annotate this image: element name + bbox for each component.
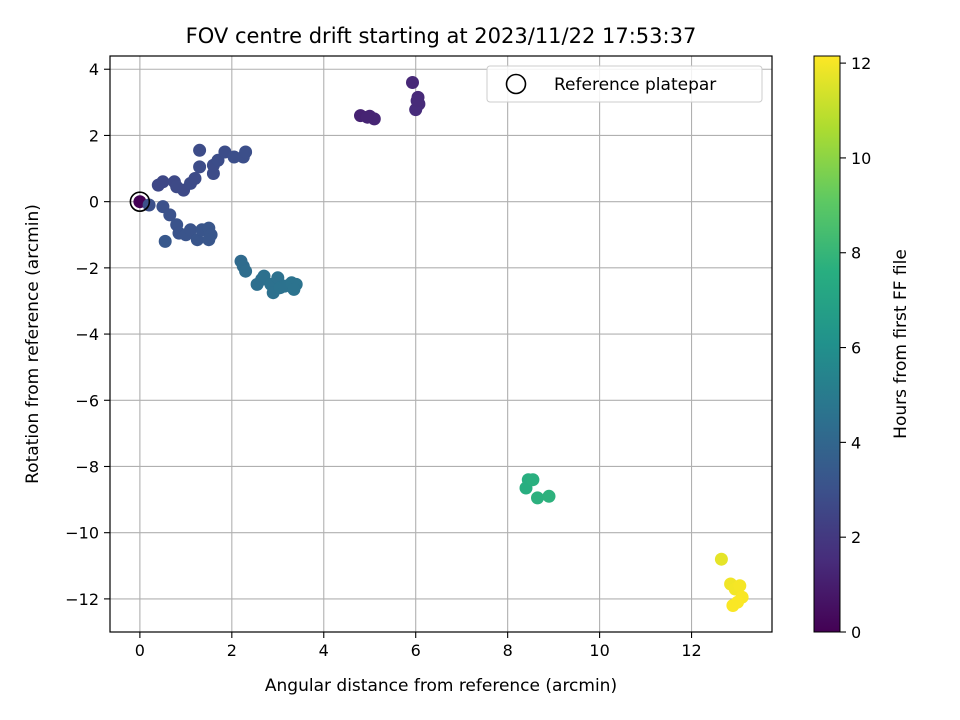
colorbar-tick-label: 6 — [851, 339, 861, 358]
x-tick-label: 10 — [589, 641, 609, 660]
y-tick-label: 2 — [89, 126, 99, 145]
scatter-point — [202, 233, 216, 247]
scatter-point — [360, 110, 374, 124]
x-tick-label: 6 — [411, 641, 421, 660]
x-tick-label: 0 — [135, 641, 145, 660]
scatter-point — [526, 473, 540, 487]
y-tick-label: −8 — [75, 457, 99, 476]
colorbar: 0 2 4 6 8 10 12 Hours from first FF file — [813, 54, 911, 642]
scatter-point — [714, 552, 728, 566]
scatter-points — [129, 76, 749, 612]
y-tick-label: 0 — [89, 193, 99, 212]
colorbar-label: Hours from first FF file — [891, 249, 911, 439]
chart-title: FOV centre drift starting at 2023/11/22 … — [186, 24, 697, 48]
legend: Reference platepar — [486, 65, 763, 103]
y-tick-label: −4 — [75, 325, 99, 344]
colorbar-tick-label: 12 — [851, 54, 871, 73]
scatter-point — [239, 145, 253, 159]
scatter-point — [184, 223, 197, 237]
x-tick-label: 2 — [227, 641, 237, 660]
x-tick-label: 8 — [503, 641, 513, 660]
scatter-point — [287, 282, 301, 296]
scatter-point — [227, 150, 241, 164]
plot-area-frame — [109, 55, 773, 633]
scatter-point — [156, 175, 170, 189]
legend-reference-marker-icon — [505, 73, 527, 95]
colorbar-tick-label: 10 — [851, 149, 871, 168]
scatter-point — [239, 264, 253, 278]
scatter-point — [193, 160, 207, 174]
colorbar-gradient — [813, 55, 841, 633]
scatter-point — [158, 234, 172, 248]
legend-entry-reference-platepar: Reference platepar — [554, 75, 716, 95]
scatter-point — [733, 579, 747, 593]
scatter-point — [731, 595, 744, 609]
y-tick-label: −10 — [65, 524, 99, 543]
scatter-point — [406, 76, 419, 89]
scatter-point — [410, 94, 424, 108]
legend-box — [486, 65, 763, 103]
y-tick-label: −2 — [75, 259, 99, 278]
y-tick-label: −6 — [75, 391, 99, 410]
y-axis-label: Rotation from reference (arcmin) — [23, 204, 43, 484]
scatter-point — [193, 143, 207, 157]
colorbar-tick-label: 8 — [851, 244, 861, 263]
x-axis-label: Angular distance from reference (arcmin) — [265, 676, 617, 696]
x-tick-label: 12 — [681, 641, 701, 660]
colorbar-tick-label: 2 — [851, 528, 861, 547]
colorbar-tick-label: 0 — [851, 623, 861, 642]
scatter-point — [542, 489, 556, 503]
reference-platepar-marker — [129, 191, 151, 212]
colorbar-tick-label: 4 — [851, 433, 861, 452]
scatter-point — [190, 233, 204, 247]
scatter-point — [188, 172, 202, 185]
grid-lines — [110, 56, 772, 632]
x-tick-label: 4 — [319, 641, 329, 660]
x-axis-ticks: 0 2 4 6 8 10 12 — [135, 632, 702, 660]
scatter-point — [163, 208, 177, 222]
y-axis-ticks: 4 2 0 −2 −4 −6 −8 −10 −12 — [65, 60, 110, 609]
y-tick-label: −12 — [65, 590, 99, 609]
y-tick-label: 4 — [89, 60, 99, 79]
scatter-point — [531, 491, 544, 505]
colorbar-ticks: 0 2 4 6 8 10 12 — [840, 54, 871, 642]
